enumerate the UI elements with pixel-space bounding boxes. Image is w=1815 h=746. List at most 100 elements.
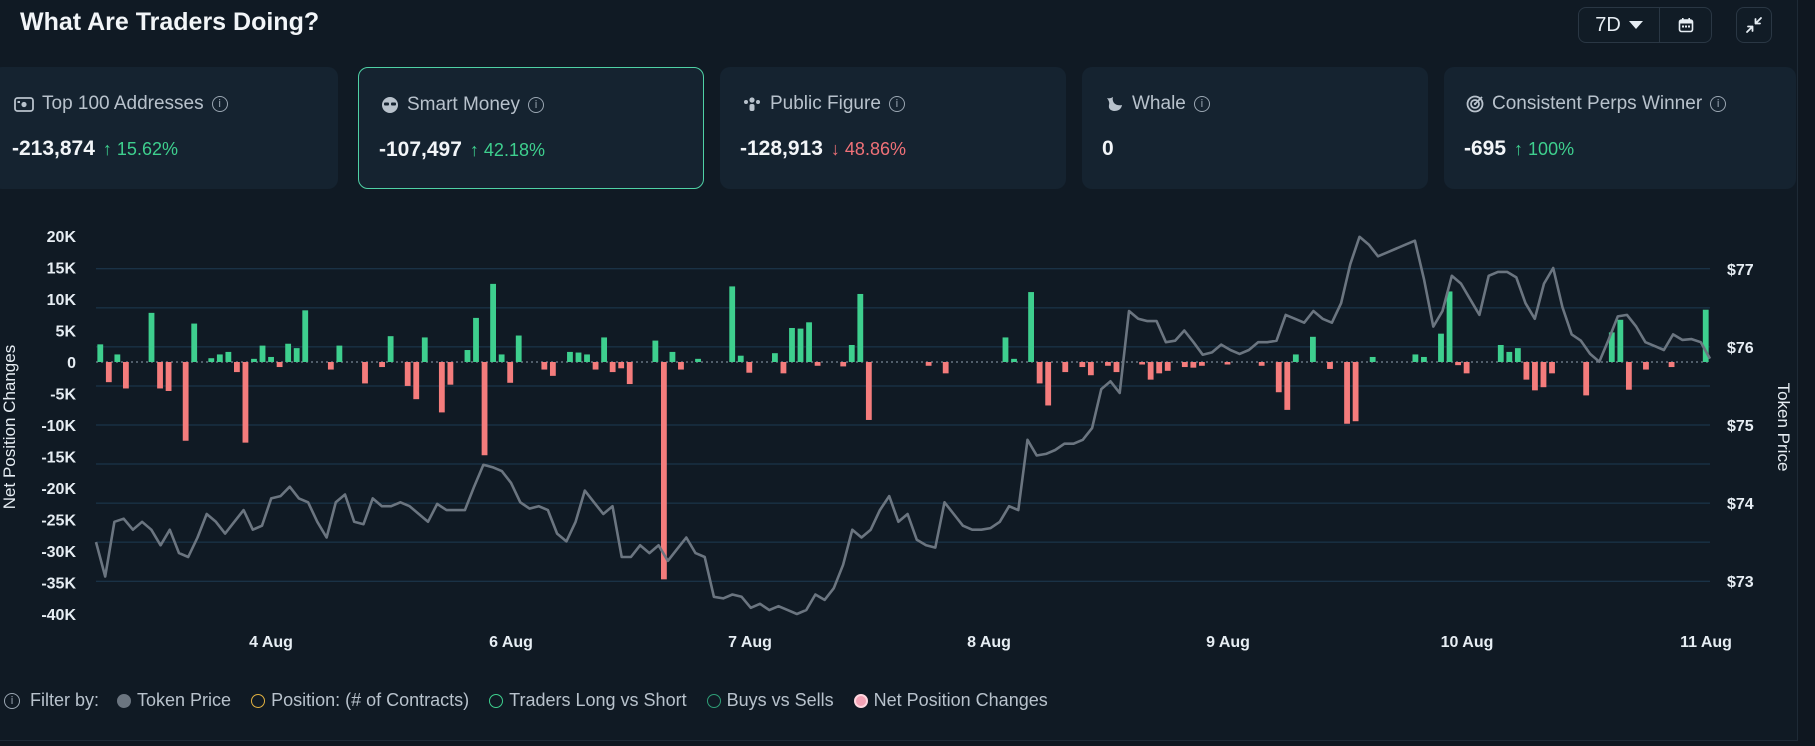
legend-item-traders-long-vs-short[interactable]: Traders Long vs Short <box>489 690 687 711</box>
range-select-button[interactable]: 7D <box>1579 8 1660 42</box>
legend-item-token-price[interactable]: Token Price <box>117 690 231 711</box>
card-change-value: 100% <box>1528 139 1575 159</box>
info-icon[interactable]: i <box>4 692 20 709</box>
card-label: Consistent Perps Winner <box>1492 93 1703 114</box>
net-position-bar <box>669 351 676 362</box>
net-position-bar <box>789 327 795 362</box>
net-position-bar <box>1284 362 1291 410</box>
net-position-bar <box>122 362 129 389</box>
x-tick-label: 11 Aug <box>1680 634 1732 651</box>
net-position-bar <box>362 362 368 384</box>
card-consistent-perps-winner[interactable]: Consistent Perps Winner i -695 ↑ 100% <box>1444 67 1796 189</box>
net-position-bar <box>490 283 496 362</box>
legend-item-position[interactable]: Position: (# of Contracts) <box>251 690 469 711</box>
info-icon[interactable]: i <box>1193 96 1210 112</box>
net-position-bar <box>1455 362 1461 366</box>
x-tick-label: 10 Aug <box>1441 634 1494 651</box>
net-position-bar <box>447 362 454 385</box>
token-price-line <box>94 235 1712 616</box>
card-public-figure[interactable]: Public Figure i -128,913 ↓ 48.86% <box>720 67 1066 189</box>
net-position-bar <box>1181 362 1188 368</box>
net-position-bar <box>737 355 744 362</box>
info-icon[interactable]: i <box>888 96 905 112</box>
legend-item-buys-vs-sells[interactable]: Buys vs Sells <box>706 690 834 711</box>
legend-label: Token Price <box>137 690 232 710</box>
card-change: ↓ 48.86% <box>831 139 906 160</box>
net-position-bar <box>1625 362 1632 390</box>
net-position-bar <box>1011 358 1017 362</box>
range-controls: 7D <box>1578 7 1712 43</box>
filter-label: Filter by: <box>30 690 100 710</box>
net-position-bar <box>584 354 590 362</box>
y-tick-label: -25K <box>41 513 76 530</box>
net-position-bar <box>251 358 257 362</box>
card-change: ↑ 42.18% <box>470 140 545 161</box>
info-icon[interactable]: i <box>527 97 544 113</box>
net-position-bar <box>1036 362 1043 384</box>
net-position-bar <box>1421 356 1427 362</box>
card-value: 0 <box>1102 137 1114 160</box>
y-tick-label: -5K <box>50 387 76 404</box>
net-position-bar <box>1079 362 1086 368</box>
net-position-bar <box>498 354 505 362</box>
y-tick-label: -40K <box>41 607 76 624</box>
net-position-bar <box>242 362 249 443</box>
net-position-bar <box>1224 362 1231 365</box>
net-position-bar <box>601 337 608 362</box>
net-position-bar <box>1608 332 1615 362</box>
net-position-bar <box>1113 362 1120 373</box>
card-whale[interactable]: Whale i 0 <box>1082 67 1428 189</box>
price-tick-label: $75 <box>1727 418 1754 435</box>
net-position-bar <box>942 362 949 374</box>
x-tick-label: 7 Aug <box>728 634 772 651</box>
y-tick-label: -30K <box>41 544 76 561</box>
net-position-bar <box>421 337 428 362</box>
net-position-bar <box>1540 362 1547 388</box>
legend-item-net-position-changes[interactable]: Net Position Changes <box>853 690 1048 711</box>
net-position-bar <box>234 362 240 373</box>
net-position-bar <box>1523 362 1530 380</box>
net-position-bar <box>1028 292 1034 362</box>
net-position-bar <box>1506 351 1513 362</box>
calendar-button[interactable] <box>1660 8 1711 42</box>
y-tick-label: 15K <box>47 261 77 278</box>
net-position-bar <box>1412 354 1419 362</box>
net-position-bar <box>541 362 548 370</box>
net-position-bar <box>268 356 274 362</box>
price-tick-label: $77 <box>1727 262 1754 279</box>
card-smart-money[interactable]: Smart Money i -107,497 ↑ 42.18% <box>358 67 704 189</box>
card-change: ↑ 100% <box>1514 139 1574 160</box>
x-tick-label: 4 Aug <box>249 634 293 651</box>
info-icon[interactable]: i <box>1710 96 1727 112</box>
legend-dot <box>706 693 721 708</box>
info-icon[interactable]: i <box>211 96 228 112</box>
collapse-button[interactable] <box>1736 7 1772 43</box>
card-label: Public Figure <box>770 93 881 114</box>
net-position-bar <box>848 344 855 362</box>
wallet-icon <box>14 97 34 112</box>
x-tick-label: 8 Aug <box>967 634 1011 651</box>
net-position-bar <box>1532 362 1538 391</box>
y-tick-label: -15K <box>41 450 76 467</box>
card-top-100-addresses[interactable]: Top 100 Addresses i -213,874 ↑ 15.62% <box>0 67 338 189</box>
net-position-bar <box>1549 362 1555 374</box>
card-value: -128,913 <box>740 137 823 160</box>
net-position-bar <box>806 322 812 362</box>
y-tick-label: 20K <box>47 229 77 246</box>
chart-legend: i Filter by: Token Price Position: (# of… <box>4 690 1058 711</box>
net-position-bar <box>652 340 659 362</box>
net-position-bar <box>208 358 215 362</box>
arrow-up-icon: ↑ <box>102 139 112 159</box>
net-position-bar <box>1463 362 1470 374</box>
net-position-bar <box>1643 362 1649 370</box>
net-position-bar <box>1087 362 1094 376</box>
calendar-icon <box>1678 18 1693 33</box>
net-position-bar <box>1292 354 1299 362</box>
net-position-bar <box>327 362 334 370</box>
legend-label: Net Position Changes <box>873 690 1048 710</box>
net-position-bar <box>549 362 556 376</box>
net-position-bar <box>216 354 223 362</box>
legend-label: Position: (# of Contracts) <box>271 690 470 710</box>
net-position-bar <box>1668 362 1675 368</box>
net-position-bar <box>507 362 514 383</box>
